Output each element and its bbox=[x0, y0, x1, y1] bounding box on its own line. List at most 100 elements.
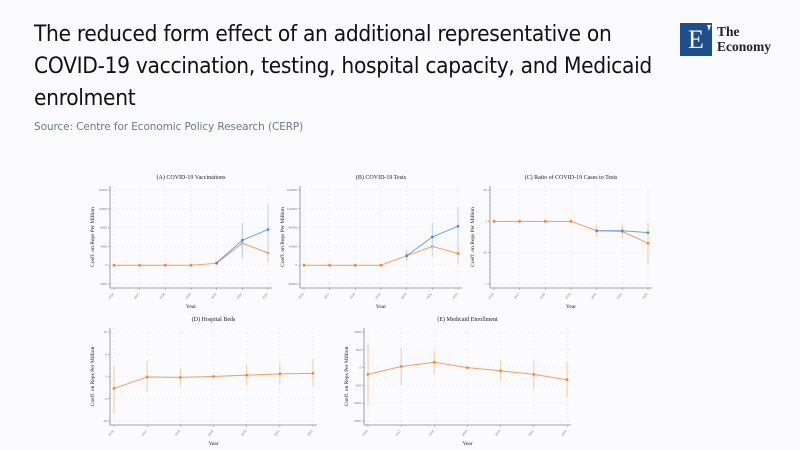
orange-data-point bbox=[138, 263, 142, 267]
x-tick-label: 2017 bbox=[141, 429, 149, 437]
orange-data-point bbox=[466, 366, 469, 369]
x-tick-label: 2022 bbox=[451, 292, 459, 300]
y-tick-label: 500 bbox=[356, 348, 361, 352]
x-tick-label: 2017 bbox=[133, 292, 141, 300]
orange-data-point bbox=[432, 360, 436, 364]
x-axis-label: Year bbox=[376, 304, 386, 310]
y-tick-label: 0 bbox=[485, 219, 487, 223]
x-tick-label: 2018 bbox=[428, 429, 436, 437]
x-tick-label: 2022 bbox=[560, 429, 568, 437]
x-axis-label: Year bbox=[186, 304, 196, 310]
blue-data-point bbox=[456, 224, 460, 228]
chart-e-title: (E) Medicaid Enrollment bbox=[437, 316, 498, 323]
the-economy-logo[interactable]: E The Economy bbox=[680, 23, 780, 57]
logo-line-2: Economy bbox=[717, 39, 771, 54]
y-tick-label: 120000 bbox=[287, 207, 297, 211]
y-tick-label: 0 bbox=[295, 263, 297, 267]
blue-data-point bbox=[240, 238, 244, 242]
x-tick-label: 2017 bbox=[323, 292, 331, 300]
y-tick-label: 0 bbox=[105, 375, 107, 379]
x-tick-label: 2020 bbox=[590, 292, 598, 300]
x-tick-label: 2019 bbox=[184, 292, 192, 300]
blue-data-point bbox=[646, 231, 650, 235]
y-tick-label: -.1 bbox=[483, 282, 487, 286]
source-caption: Source: Centre for Economic Policy Resea… bbox=[34, 121, 304, 133]
orange-data-point bbox=[278, 372, 282, 376]
y-tick-label: 8000 bbox=[100, 226, 107, 230]
chart-e-medicaid-enrollment: (E) Medicaid Enrollment -1500 -1000 -500 0 50… bbox=[343, 316, 571, 447]
orange-data-point bbox=[399, 365, 403, 368]
x-axis-label: Year bbox=[462, 441, 472, 447]
x-tick-label: 2020 bbox=[494, 429, 502, 437]
orange-data-point bbox=[366, 372, 370, 376]
orange-data-point bbox=[499, 369, 503, 373]
y-tick-label: -4000 bbox=[99, 282, 107, 286]
y-tick-label: 16000 bbox=[99, 188, 108, 192]
y-axis-label: Coeff. on Reps Per Million bbox=[279, 207, 286, 267]
x-tick-label: 2016 bbox=[107, 292, 115, 300]
x-tick-label: 2017 bbox=[395, 429, 403, 437]
y-tick-label: 0 bbox=[359, 366, 361, 370]
logo-line-1: The bbox=[717, 24, 740, 39]
x-tick-label: 2021 bbox=[527, 429, 535, 437]
x-tick-label: 2016 bbox=[297, 292, 305, 300]
orange-data-point bbox=[328, 263, 332, 267]
y-axis-label: Coeff. on Reps Per Million bbox=[469, 207, 476, 267]
chart-a-title: (A) COVID-19 Vaccinations bbox=[157, 174, 227, 181]
orange-data-point bbox=[112, 387, 116, 390]
page-title: The reduced form effect of an additional… bbox=[34, 21, 652, 111]
y-tick-label: 12000 bbox=[99, 207, 108, 211]
x-tick-label: 2021 bbox=[426, 292, 434, 300]
x-tick-label: 2020 bbox=[400, 292, 408, 300]
orange-data-point bbox=[353, 263, 357, 267]
y-axis-label: Coeff. on Reps Per Million bbox=[343, 346, 350, 406]
chart-a-vaccinations: (A) COVID-19 Vaccinations -4000 0 4000 8000 1… bbox=[89, 174, 272, 310]
orange-data-point bbox=[532, 372, 536, 376]
orange-data-point bbox=[245, 373, 249, 377]
x-tick-label: 2021 bbox=[273, 429, 281, 437]
x-axis-label: Year bbox=[566, 304, 576, 310]
x-tick-label: 2019 bbox=[564, 292, 572, 300]
orange-data-point bbox=[212, 375, 215, 378]
orange-data-point bbox=[189, 263, 193, 267]
y-axis-label: Coeff. on Reps Per Million bbox=[89, 207, 96, 267]
x-tick-label: 2022 bbox=[306, 429, 314, 437]
y-tick-label: -1500 bbox=[353, 419, 361, 423]
y-tick-label: 5 bbox=[105, 352, 107, 356]
x-tick-label: 2018 bbox=[539, 292, 547, 300]
chart-c-case-test-ratio: (C) Ratio of COVID-19 Cases to Tests -.1 -… bbox=[469, 174, 652, 310]
y-tick-label: -40000 bbox=[288, 282, 298, 286]
blue-data-point bbox=[215, 261, 219, 265]
chart-d-hospital-beds: (D) Hospital Beds -10 -5 0 5 10 2016 2017 2018 20… bbox=[89, 316, 317, 447]
logo-accent-icon bbox=[704, 25, 712, 31]
y-axis-label: Coeff. on Reps Per Million bbox=[89, 346, 96, 406]
x-tick-label: 2022 bbox=[641, 292, 649, 300]
x-tick-label: 2017 bbox=[513, 292, 521, 300]
y-tick-label: .05 bbox=[483, 188, 488, 192]
chart-c-title: (C) Ratio of COVID-19 Cases to Tests bbox=[525, 174, 618, 181]
x-tick-label: 2019 bbox=[461, 429, 469, 437]
x-tick-label: 2021 bbox=[616, 292, 624, 300]
orange-data-point bbox=[163, 263, 167, 267]
orange-data-point bbox=[565, 378, 569, 382]
y-tick-label: -1000 bbox=[353, 401, 361, 405]
logo-mark-icon: E bbox=[680, 23, 712, 56]
y-tick-label: -.05 bbox=[482, 251, 488, 255]
y-tick-label: -500 bbox=[355, 383, 361, 387]
x-tick-label: 2020 bbox=[210, 292, 218, 300]
orange-data-point bbox=[492, 219, 496, 223]
x-tick-label: 2018 bbox=[349, 292, 357, 300]
y-tick-label: 1000 bbox=[354, 330, 361, 334]
x-tick-label: 2021 bbox=[236, 292, 244, 300]
x-tick-label: 2020 bbox=[240, 429, 248, 437]
x-tick-label: 2016 bbox=[487, 292, 495, 300]
orange-data-point bbox=[112, 263, 116, 267]
x-tick-label: 2016 bbox=[361, 429, 369, 437]
logo-letter: E bbox=[688, 25, 704, 54]
x-axis-label: Year bbox=[208, 441, 218, 447]
orange-data-point bbox=[456, 252, 460, 255]
x-tick-label: 2019 bbox=[207, 429, 215, 437]
x-tick-label: 2018 bbox=[159, 292, 167, 300]
x-tick-label: 2018 bbox=[174, 429, 182, 437]
y-tick-label: 160000 bbox=[287, 188, 297, 192]
